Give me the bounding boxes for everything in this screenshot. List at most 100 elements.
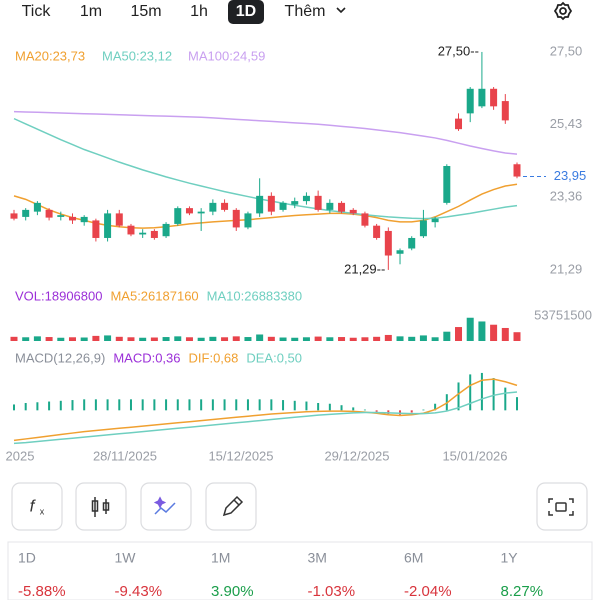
macd-bar xyxy=(118,399,121,411)
ma-legend: MA50:23,12 xyxy=(102,48,172,63)
macd-bar xyxy=(457,382,460,411)
time-tab[interactable]: 15m xyxy=(130,3,161,20)
volume-bar xyxy=(466,317,474,341)
macd-bar xyxy=(434,403,437,411)
volume-legend: MA10:26883380 xyxy=(207,288,302,303)
ma-line xyxy=(13,117,518,220)
volume-bar xyxy=(104,335,112,341)
tool-icons: f x xyxy=(30,495,574,517)
settings-icon[interactable] xyxy=(553,1,573,21)
candle-body xyxy=(419,220,427,237)
volume-legend: VOL:18906800 xyxy=(15,288,102,303)
ai-button[interactable] xyxy=(140,482,192,531)
candle-body xyxy=(326,202,334,210)
macd-bar xyxy=(293,400,296,411)
macd-bar xyxy=(223,399,226,411)
macd-bar xyxy=(83,399,86,411)
time-tab[interactable]: 1h xyxy=(190,3,208,20)
macd-bar xyxy=(211,399,214,411)
time-tab[interactable]: Tick xyxy=(22,3,52,20)
macd-bar xyxy=(176,399,179,411)
volume-bar xyxy=(419,335,427,341)
indicator-button[interactable] xyxy=(11,482,63,531)
volume-bar xyxy=(408,336,416,341)
y-tick-label: 25,43 xyxy=(550,116,583,131)
time-tab[interactable]: Thêm xyxy=(285,3,326,20)
candle-body xyxy=(185,208,193,214)
volume-bar xyxy=(256,334,264,341)
macd-bar xyxy=(106,399,109,411)
volume-bar xyxy=(478,321,486,341)
candle-body xyxy=(349,209,357,214)
volume-bar xyxy=(302,337,310,341)
macd-bar xyxy=(165,399,168,411)
period-label: 1D xyxy=(18,550,36,566)
candle-body xyxy=(92,220,100,238)
svg-text:x: x xyxy=(40,506,45,516)
candle-body xyxy=(174,208,182,224)
volume-bar xyxy=(68,337,76,341)
volume-bar xyxy=(291,337,299,341)
period-change: -5.88% xyxy=(18,583,66,600)
x-tick-label: 28/11/2025 xyxy=(93,448,157,463)
volume-bar xyxy=(513,332,521,341)
volume-bar xyxy=(232,336,240,341)
candle-body xyxy=(478,88,486,107)
period-label: 6M xyxy=(404,550,423,566)
volume-bar xyxy=(197,337,205,341)
candle-body xyxy=(209,202,217,212)
candle-body xyxy=(232,209,240,228)
volume-bar xyxy=(127,337,135,341)
volume-bar xyxy=(80,337,88,341)
candle-body xyxy=(338,202,346,212)
macd-bar xyxy=(200,399,203,411)
volume-bar xyxy=(221,337,229,341)
candle-body xyxy=(466,88,474,114)
macd-bar xyxy=(59,400,62,411)
volume-bar xyxy=(501,327,509,341)
x-tick-label: 15/12/2025 xyxy=(208,448,273,463)
macd-bar xyxy=(24,403,27,411)
ma-legend: MA100:24,59 xyxy=(188,48,265,63)
macd-bar xyxy=(258,399,261,411)
macd-bar xyxy=(375,410,378,412)
macd-bar xyxy=(504,387,507,411)
candle-type-button[interactable] xyxy=(75,482,127,531)
volume-bar xyxy=(115,336,123,341)
volume-bar xyxy=(338,337,346,341)
y-tick-label: 23,36 xyxy=(550,189,583,204)
macd-legend: DEA:0,50 xyxy=(246,350,302,365)
volume-bar xyxy=(22,337,30,341)
candle-body xyxy=(68,216,76,221)
period-label: 1M xyxy=(211,550,230,566)
candle-body xyxy=(197,211,205,214)
macd-bar xyxy=(48,401,51,411)
candle-body xyxy=(127,225,135,235)
time-tab[interactable]: 1D xyxy=(236,3,256,20)
candle-body xyxy=(490,88,498,107)
candle-body xyxy=(256,195,264,214)
draw-button[interactable] xyxy=(205,482,257,531)
candle-body xyxy=(80,216,88,223)
candle-body xyxy=(443,166,451,203)
volume-bar xyxy=(373,336,381,341)
screenshot-button[interactable] xyxy=(536,482,588,531)
last-price-label: 23,95 xyxy=(554,168,587,183)
volume-bar xyxy=(455,327,463,341)
volume-bar xyxy=(174,336,182,341)
macd-bar xyxy=(13,404,15,411)
x-tick-label: 2025 xyxy=(6,448,35,463)
macd-bar xyxy=(410,410,413,413)
time-tab[interactable]: 1m xyxy=(80,3,102,20)
period-label: 3M xyxy=(308,550,327,566)
candle-body xyxy=(57,215,65,217)
macd-bar xyxy=(129,399,132,411)
macd-line xyxy=(13,391,518,445)
candle-body xyxy=(115,213,123,226)
macd-bar xyxy=(363,409,366,411)
candle-body xyxy=(384,230,392,256)
volume-bar xyxy=(314,336,322,341)
volume-bar xyxy=(431,337,439,341)
